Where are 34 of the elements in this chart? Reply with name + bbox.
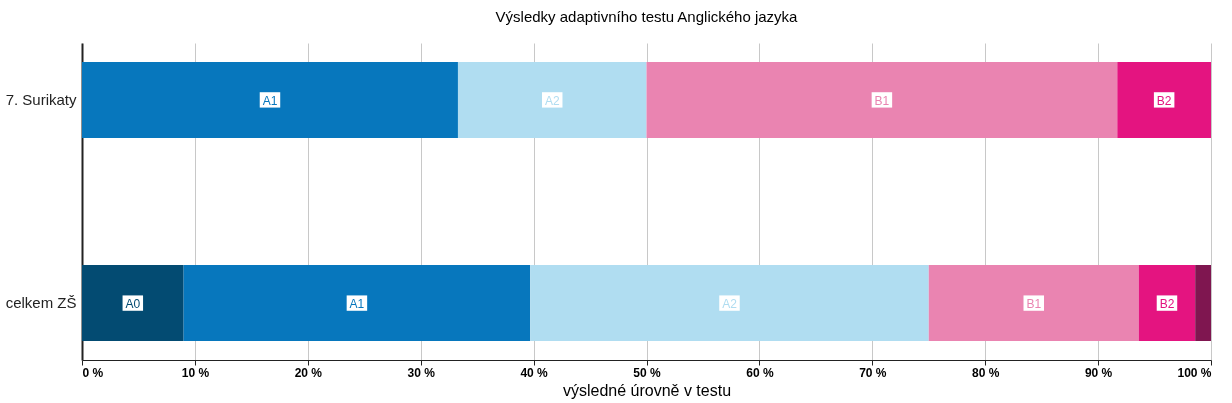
x-tick-label: 70 %	[859, 365, 887, 380]
x-tick-label: 30 %	[407, 365, 436, 380]
bar	[1138, 265, 1196, 342]
bar	[530, 265, 929, 342]
series-label: B1	[874, 93, 890, 108]
bar	[928, 265, 1139, 342]
series-label: A2	[544, 93, 560, 108]
bar	[457, 61, 647, 138]
bar	[1117, 61, 1211, 138]
x-tick-label: 40 %	[520, 365, 549, 380]
x-axis-title: výsledné úrovně v testu	[562, 381, 732, 399]
bar	[646, 61, 1118, 138]
x-tick-label: 20 %	[294, 365, 323, 380]
bar	[82, 265, 184, 342]
x-tick-label: 80 %	[972, 365, 1000, 380]
y-tick-label: celkem ZŠ	[5, 294, 77, 312]
series-label: B2	[1159, 297, 1175, 312]
bar	[1195, 265, 1211, 342]
series-label: A0	[125, 297, 141, 312]
bar	[82, 61, 458, 138]
x-tick-label: 100 %	[1177, 365, 1212, 380]
x-tick-label: 90 %	[1084, 365, 1113, 380]
text: B2	[1156, 93, 1172, 108]
x-tick-label: 60 %	[746, 365, 774, 380]
series-label: A1	[262, 93, 278, 108]
y-tick-label: 7. Surikaty	[5, 90, 77, 108]
text: A1	[349, 297, 365, 312]
x-tick-label: 50 %	[633, 365, 661, 380]
text: A2	[722, 297, 737, 312]
text: B1	[1026, 297, 1042, 312]
bar	[183, 265, 531, 342]
x-tick-label: 10 %	[181, 365, 210, 380]
chart-title: Výsledky adaptivního testu Anglického jazyka	[495, 8, 799, 25]
x-tick-label: 0 %	[82, 365, 104, 380]
